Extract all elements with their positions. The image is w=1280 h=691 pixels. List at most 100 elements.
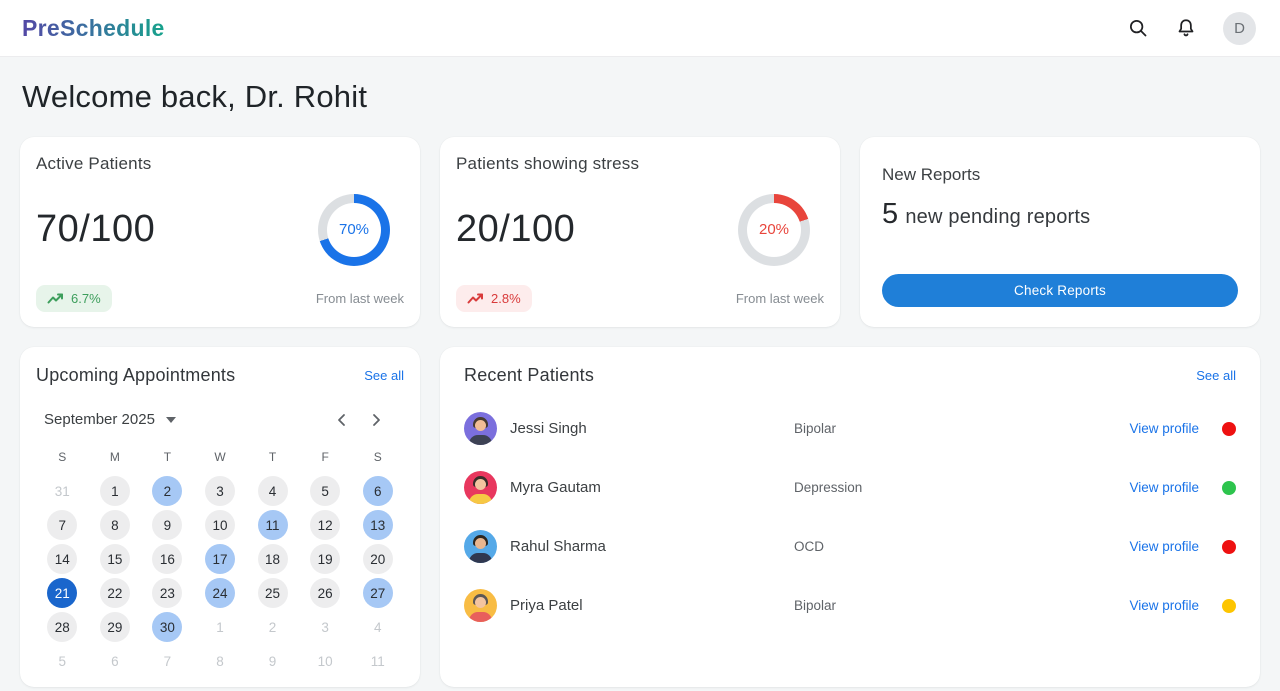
patient-name: Rahul Sharma (510, 538, 606, 555)
calendar-day[interactable]: 3 (204, 476, 235, 506)
view-profile-link[interactable]: View profile (1129, 598, 1199, 613)
view-profile-link[interactable]: View profile (1129, 539, 1199, 554)
calendar-day: 3 (321, 619, 329, 635)
reports-summary: 5 new pending reports (882, 198, 1238, 231)
calendar-day[interactable]: 2 (152, 476, 183, 506)
patient-avatar (464, 412, 497, 445)
reports-message: new pending reports (905, 206, 1091, 228)
calendar-day: 31 (54, 483, 70, 499)
user-avatar[interactable]: D (1223, 11, 1256, 45)
avatar-initial: D (1234, 19, 1245, 37)
calendar-day[interactable]: 27 (362, 578, 393, 608)
main-content: Welcome back, Dr. Rohit Active Patients … (0, 57, 1280, 687)
calendar-day[interactable]: 24 (204, 578, 235, 608)
calendar-day[interactable]: 26 (310, 578, 341, 608)
weekday-label: F (321, 450, 329, 464)
page-title: Welcome back, Dr. Rohit (22, 79, 368, 114)
reports-count: 5 (882, 198, 899, 230)
patient-avatar (464, 589, 497, 622)
weekday-label: T (163, 450, 172, 464)
trend-value: 6.7% (71, 291, 101, 306)
calendar-day[interactable]: 19 (310, 544, 341, 574)
upcoming-appointments-card: Upcoming Appointments See all September … (20, 347, 420, 687)
patient-name: Priya Patel (510, 597, 583, 614)
search-icon (1129, 19, 1147, 37)
next-month-button[interactable] (371, 413, 382, 427)
calendar-day[interactable]: 30 (152, 612, 183, 642)
calendar-day[interactable]: 18 (257, 544, 288, 574)
trend-badge: 6.7% (36, 285, 112, 312)
patient-status-dot (1222, 480, 1236, 495)
calendar-day[interactable]: 1 (99, 476, 130, 506)
calendar-day: 5 (58, 653, 67, 669)
progress-ring: 70% (318, 193, 390, 266)
month-label: September 2025 (44, 411, 155, 428)
calendar-day[interactable]: 28 (47, 612, 78, 642)
patient-row: Jessi Singh Bipolar View profile (464, 412, 1236, 445)
calendar-day: 9 (268, 653, 277, 669)
calendar-day: 4 (373, 619, 382, 635)
month-selector[interactable]: September 2025 (44, 411, 176, 428)
search-button[interactable] (1127, 17, 1149, 39)
active-patients-card: Active Patients 70/100 70% 6.7% From las… (20, 137, 420, 327)
appointments-see-all-link[interactable]: See all (364, 368, 404, 383)
calendar-day[interactable]: 11 (257, 510, 288, 540)
calendar-day[interactable]: 10 (204, 510, 235, 540)
patient-name: Jessi Singh (510, 420, 587, 437)
new-reports-card: New Reports 5 new pending reports Check R… (860, 137, 1260, 327)
calendar-day[interactable]: 12 (310, 510, 341, 540)
calendar-day[interactable]: 21 (47, 578, 78, 608)
prev-month-button[interactable] (336, 413, 347, 427)
patients-list: Jessi Singh Bipolar View profile Myra Ga… (464, 412, 1236, 622)
chevron-left-icon (338, 413, 345, 426)
calendar-day: 8 (216, 653, 224, 669)
trend-badge: 2.8% (456, 285, 532, 312)
calendar-day[interactable]: 29 (99, 612, 130, 642)
calendar-day[interactable]: 17 (204, 544, 235, 574)
patient-condition: Bipolar (794, 421, 837, 436)
stat-title: Patients showing stress (456, 154, 640, 173)
patient-row: Priya Patel Bipolar View profile (464, 589, 1236, 622)
calendar-day[interactable]: 16 (152, 544, 183, 574)
stat-footnote: From last week (735, 291, 824, 306)
patient-condition: OCD (794, 539, 824, 554)
trend-up-icon (47, 293, 63, 304)
bell-icon (1178, 19, 1194, 37)
patient-avatar (464, 471, 497, 504)
calendar-day[interactable]: 25 (257, 578, 288, 608)
weekday-label: W (214, 450, 226, 464)
calendar-day[interactable]: 4 (257, 476, 288, 506)
calendar-day: 10 (317, 653, 333, 669)
notifications-button[interactable] (1175, 17, 1197, 39)
weekday-label: M (109, 450, 120, 464)
calendar-day[interactable]: 23 (152, 578, 183, 608)
weekday-label: S (58, 450, 67, 464)
calendar-day[interactable]: 15 (99, 544, 130, 574)
calendar-day[interactable]: 7 (47, 510, 78, 540)
calendar-day: 1 (216, 619, 224, 635)
chevron-right-icon (373, 413, 380, 426)
check-reports-button[interactable]: Check Reports (882, 274, 1238, 307)
calendar-day[interactable]: 13 (362, 510, 393, 540)
calendar-day[interactable]: 14 (47, 544, 78, 574)
reports-title: New Reports (882, 165, 981, 184)
weekday-label: S (373, 450, 382, 464)
topbar-actions: D (1127, 11, 1256, 45)
patient-status-dot (1222, 421, 1236, 436)
patients-title: Recent Patients (464, 365, 595, 385)
calendar-day[interactable]: 9 (152, 510, 183, 540)
patients-see-all-link[interactable]: See all (1196, 368, 1236, 383)
calendar-day[interactable]: 8 (99, 510, 130, 540)
calendar-day[interactable]: 20 (362, 544, 393, 574)
calendar-day[interactable]: 22 (99, 578, 130, 608)
stats-row: Active Patients 70/100 70% 6.7% From las… (20, 137, 1260, 327)
patient-name: Myra Gautam (510, 479, 601, 496)
view-profile-link[interactable]: View profile (1129, 421, 1199, 436)
calendar-day[interactable]: 6 (362, 476, 393, 506)
patient-status-dot (1222, 598, 1236, 613)
app-logo: PreSchedule (22, 14, 165, 41)
calendar-days-grid: 31 1 2 3 4 5 6 7 8 9 10 11 12 13 14 15 16 17 18 19 20 21 22 23 2… (36, 476, 404, 676)
calendar-day[interactable]: 5 (310, 476, 341, 506)
view-profile-link[interactable]: View profile (1129, 480, 1199, 495)
stat-title: Active Patients (36, 154, 152, 173)
